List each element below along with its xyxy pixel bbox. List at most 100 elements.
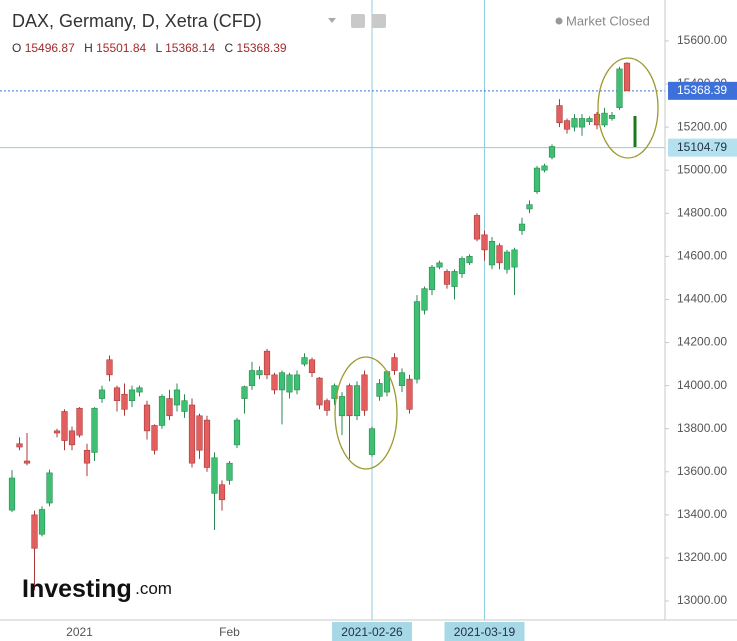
ohlc-value: 15501.84 [96,41,146,55]
visibility-icon[interactable] [351,14,365,28]
candle-body [421,288,428,311]
candle-body [541,165,548,171]
brand-suffix: .com [135,579,172,598]
annotation-ellipse [334,356,398,470]
candle-body [436,262,443,268]
candle-body [548,146,556,158]
candle-body [488,240,496,266]
candle-body [316,377,323,406]
candle-body [556,105,563,124]
candle-body [338,396,346,417]
dropdown-icon[interactable] [328,18,336,23]
ohlc-label: L [156,41,163,55]
candle-body [218,484,226,501]
candle-body [113,387,121,401]
candle-body [496,245,503,264]
candle-body [91,407,98,453]
ohlc-label: C [225,41,234,55]
candle-body [376,383,383,397]
candle-body [458,258,466,274]
settings-icon[interactable] [372,14,386,28]
candle-body [278,372,286,391]
candle-body [353,385,361,417]
candle-body [61,411,68,441]
x-tick-label: Feb [219,625,240,639]
ohlc-label: H [84,41,93,55]
y-tick-label: 13600.00 [677,464,727,478]
candle-body [361,374,368,411]
y-tick-label: 13000.00 [677,593,727,607]
candle-body [601,112,608,126]
candle-body [233,419,241,446]
candle-body [271,374,278,391]
candle-body [593,113,601,126]
candle-body [166,398,173,417]
candle-body [518,223,526,231]
candle-body [8,477,16,511]
candle-body [256,370,263,376]
y-tick-label: 13800.00 [677,421,727,435]
candle-body [211,457,218,494]
y-tick-label: 13200.00 [677,550,727,564]
y-tick-label: 14000.00 [677,378,727,392]
candle-body [76,407,83,436]
x-tick-label: 2021 [66,625,93,639]
candle-body [31,514,38,549]
candle-body [181,400,188,412]
candle-body [151,425,158,451]
candle-body [473,215,481,240]
last-price-label: 15368.39 [677,83,727,97]
candle-body [286,374,293,393]
ohlc-value: 15368.14 [165,41,215,55]
last-price-box [668,81,737,100]
brand: Investing [22,575,132,603]
candle-body [511,249,518,268]
candle-body [203,419,211,468]
candle-body [248,370,256,386]
y-tick-label: 14400.00 [677,292,727,306]
candle-body [106,359,113,376]
candle-body [188,404,196,464]
candle-body [196,415,203,451]
candle-body [503,251,511,270]
candle-body [38,509,46,535]
crosshair-price-box [668,138,737,157]
candle-body [136,387,143,393]
candle-body [466,256,473,264]
annotation-ellipse [597,57,659,159]
candle-body [578,118,586,128]
candle-body [623,62,631,92]
y-tick-label: 15200.00 [677,119,727,133]
candle-body [23,460,31,464]
candle-body [263,350,271,376]
candle-body [481,234,488,251]
candle-body [406,378,413,410]
candle-body [571,118,578,128]
candle-body [346,385,353,417]
candle-body [16,443,23,448]
ohlc-legend: O 15496.87 H 15501.84 L 15368.14 C 15368… [12,41,287,55]
candle-body [241,386,248,399]
candle-body [83,449,91,464]
x-tick-label: 2021-03-19 [454,625,516,639]
candle-body [391,357,398,371]
candle-body [308,359,316,373]
y-tick-label: 15000.00 [677,162,727,176]
candle-body [293,374,301,391]
candle-body [53,430,61,434]
candle-body [68,430,76,446]
market-status: Market Closed [566,13,650,28]
y-tick-label: 15600.00 [677,33,727,47]
candle-body [323,400,331,411]
candle-body [128,389,136,401]
candle-body [451,271,458,287]
candle-body [98,389,106,399]
candle-body [586,118,593,123]
highlight-label-bg [332,622,412,641]
watermark: Investing .com [22,575,172,603]
candle-body [173,389,181,406]
candle-body [563,120,571,130]
candle-body [143,404,151,432]
candle-body [121,393,128,410]
candle-body [533,167,541,193]
